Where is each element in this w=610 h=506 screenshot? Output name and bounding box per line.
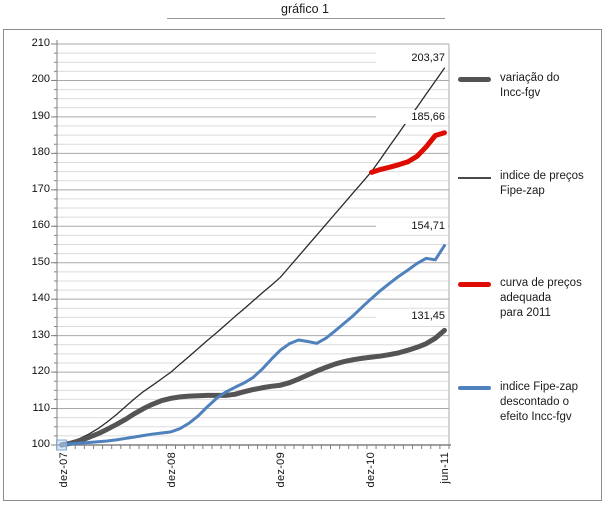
legend-label-incc: variação do Incc-fgv <box>500 71 559 101</box>
legend-label-line: variação do <box>500 72 560 84</box>
legend-item-descontado: indice Fipe-zap descontado o efeito Incc… <box>458 380 578 425</box>
legend-label-line: descontado o <box>500 396 570 408</box>
legend-marker-gray-line-icon <box>458 77 491 82</box>
legend-marker-thin-line-icon <box>458 177 491 179</box>
legend-label-line: para 2011 <box>500 307 551 319</box>
x-tick-label-dez-10: dez-10 <box>365 452 377 488</box>
legend-marker-blue-line-icon <box>458 386 491 390</box>
legend-label-line: indice de preços <box>500 170 584 182</box>
legend-label-line: Fipe-zap <box>500 185 545 197</box>
legend-item-incc: variação do Incc-fgv <box>458 71 559 101</box>
legend-label-line: efeito Incc-fgv <box>500 411 572 423</box>
legend-item-fipe-zap: indice de preços Fipe-zap <box>458 169 584 199</box>
series-1 <box>60 67 446 446</box>
chart-title: gráfico 1 <box>281 2 329 16</box>
series-3 <box>60 244 446 447</box>
y-tick-label-100: 100 <box>31 438 50 450</box>
y-tick-label-150: 150 <box>31 255 50 268</box>
data-label-descontado: 154,71 <box>376 219 448 233</box>
legend-label-fipe-zap: indice de preços Fipe-zap <box>500 169 584 199</box>
y-tick-label-120: 120 <box>31 365 50 378</box>
legend-label-descontado: indice Fipe-zap descontado o efeito Incc… <box>500 380 578 425</box>
x-tick-label-dez-07: dez-07 <box>58 452 70 488</box>
y-tick-label-140: 140 <box>31 292 50 305</box>
y-tick-label-200: 200 <box>31 73 50 86</box>
y-tick-label-130: 130 <box>31 328 50 341</box>
y-tick-label-110: 110 <box>32 401 50 414</box>
data-label-fipe-zap: 203,37 <box>376 51 448 65</box>
y-tick-label-170: 170 <box>31 182 50 195</box>
x-tick-label-dez-08: dez-08 <box>166 452 178 488</box>
x-tick-label-jun-11: jun-11 <box>439 452 451 484</box>
title-underline <box>167 18 445 19</box>
legend-label-line: adequada <box>500 292 552 304</box>
legend-item-curva-2011: curva de preços adequada para 2011 <box>458 276 582 321</box>
series-2 <box>369 130 447 175</box>
legend-label-line: Incc-fgv <box>500 87 541 99</box>
series-start-marker <box>56 439 68 451</box>
series-0 <box>59 327 447 448</box>
x-tick-label-dez-09: dez-09 <box>275 452 287 488</box>
legend-label-line: curva de preços <box>500 277 582 289</box>
y-tick-label-180: 180 <box>31 146 50 159</box>
legend-label-line: indice Fipe-zap <box>500 381 578 393</box>
legend: variação do Incc-fgv indice de preços Fi… <box>458 29 600 499</box>
data-label-incc: 131,45 <box>376 309 448 323</box>
legend-marker-red-line-icon <box>458 282 491 287</box>
y-tick-label-210: 210 <box>31 37 50 49</box>
legend-label-curva-2011: curva de preços adequada para 2011 <box>500 276 582 321</box>
y-tick-label-160: 160 <box>31 219 50 232</box>
data-label-curva-2011: 185,66 <box>376 110 448 124</box>
y-tick-label-190: 190 <box>31 109 50 122</box>
